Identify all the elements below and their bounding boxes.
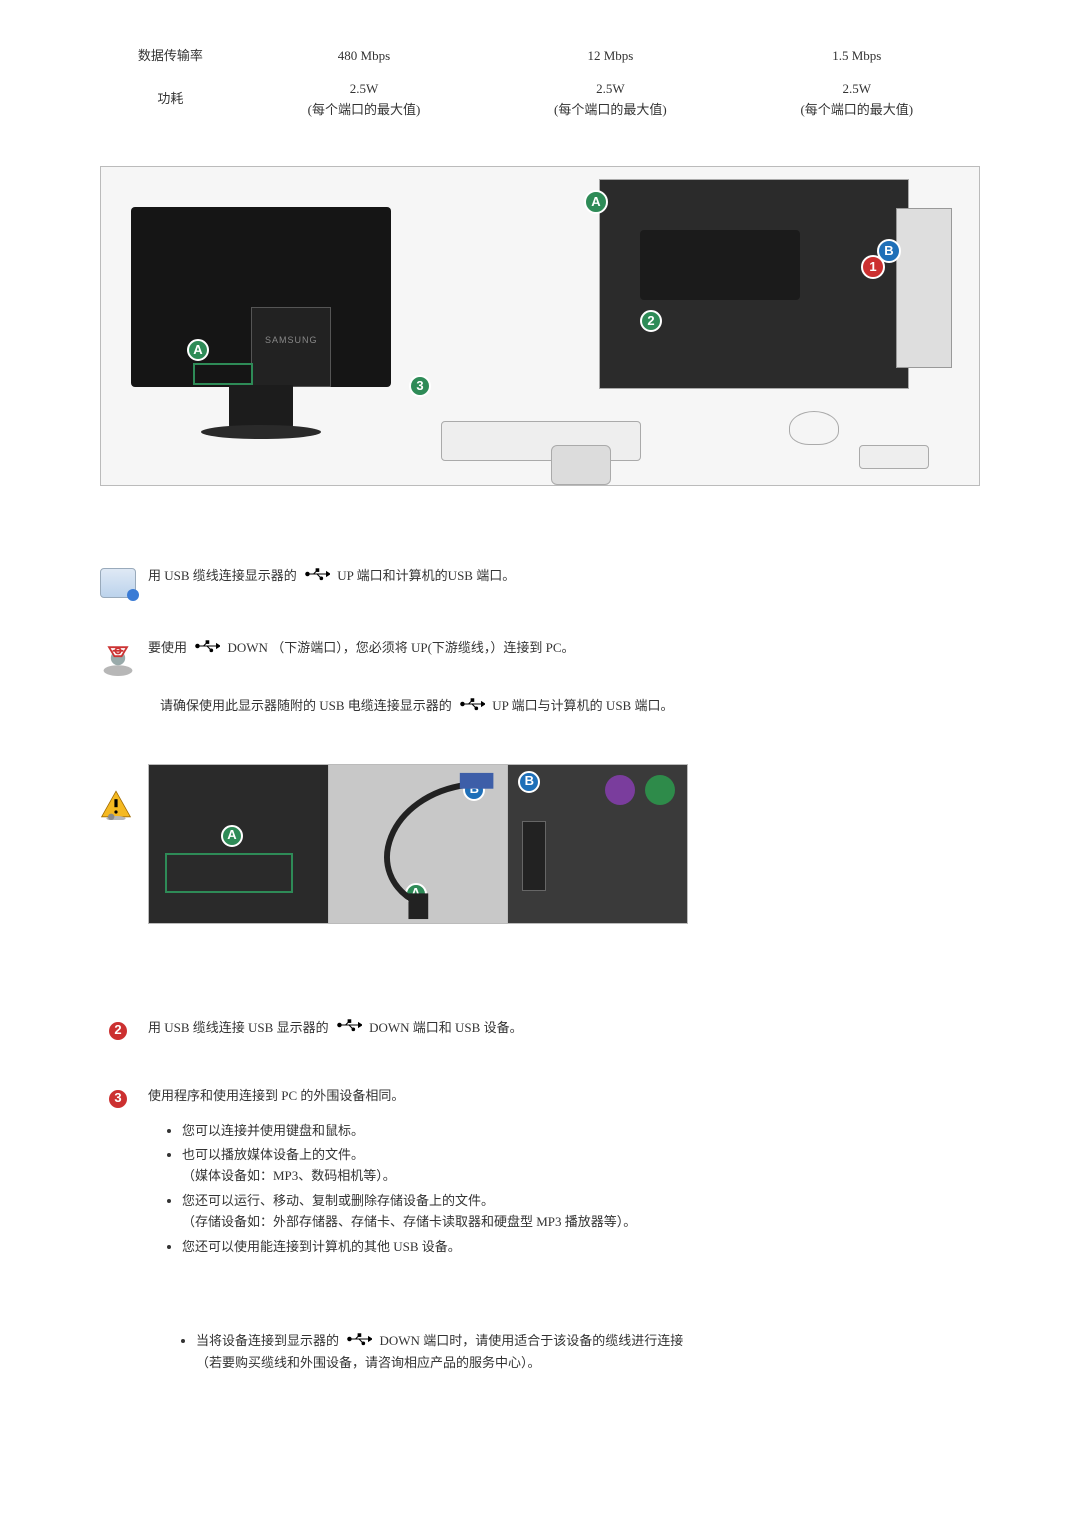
keyboard-illustration: [441, 421, 641, 461]
note-1-text: 要使用 DOWN （下游端口），您必须将 UP(下游缆线，）连接到 PC。: [148, 638, 980, 659]
badge-a-icon: A: [187, 339, 209, 361]
zoom-ports-area: [640, 230, 800, 300]
badge-2-icon: 2: [640, 310, 662, 332]
monitor-base: [201, 425, 321, 439]
photo-strip: A B A B: [148, 764, 688, 924]
usb-icon: [459, 697, 485, 718]
col2-power: 2.5W (每个端口的最大值): [487, 73, 733, 127]
dongle-illustration: [859, 445, 929, 469]
monitor-brand-label: SAMSUNG: [265, 333, 318, 347]
row-rate-header: 数据传输率: [100, 40, 241, 73]
usb-icon: [336, 1018, 362, 1039]
step-3-text: 使用程序和使用连接到 PC 的外围设备相同。 您可以连接并使用键盘和鼠标。 也可…: [148, 1086, 980, 1272]
warning-icon: [100, 786, 136, 824]
row-power-header: 功耗: [100, 73, 241, 127]
step-2-badge: 2: [100, 1018, 136, 1042]
monitor-port-highlight: A: [193, 363, 253, 385]
col3-power: 2.5W (每个端口的最大值): [734, 73, 980, 127]
camera-illustration: [551, 445, 611, 485]
note-2-text: 请确保使用此显示器随附的 USB 电缆连接显示器的 UP 端口与计算机的 USB…: [160, 696, 980, 717]
photo-pc-back: B: [508, 765, 687, 923]
list-item: 当将设备连接到显示器的 DOWN 端口时，请使用适合于该设备的缆线进行连接 （若…: [196, 1331, 980, 1373]
mouse-illustration: [789, 411, 839, 445]
badge-a-photo: A: [221, 825, 243, 847]
photo-usb-cable: B A: [329, 765, 509, 923]
usb-icon: [194, 639, 220, 660]
col2-rate: 12 Mbps: [487, 40, 733, 73]
badge-3-icon: 3: [409, 375, 431, 397]
list-item: 您还可以运行、移动、复制或删除存储设备上的文件。 （存储设备如：外部存储器、存储…: [182, 1191, 980, 1233]
final-note: 当将设备连接到显示器的 DOWN 端口时，请使用适合于该设备的缆线进行连接 （若…: [196, 1331, 980, 1373]
list-item: 也可以播放媒体设备上的文件。 （媒体设备如：MP3、数码相机等）。: [182, 1145, 980, 1187]
pc-tower-illustration: B 1: [896, 208, 952, 368]
usb-spec-table: 数据传输率 480 Mbps 12 Mbps 1.5 Mbps 功耗 2.5W …: [100, 40, 980, 126]
step-1-block: 用 USB 缆线连接显示器的 UP 端口和计算机的USB 端口。: [100, 566, 980, 598]
peripherals-area: 3: [401, 395, 959, 475]
col1-power: 2.5W (每个端口的最大值): [241, 73, 487, 127]
usb-icon: [304, 567, 330, 588]
photo-monitor-ports: A: [149, 765, 329, 923]
note-1-block: 要使用 DOWN （下游端口），您必须将 UP(下游缆线，）连接到 PC。: [100, 638, 980, 676]
usb-icon: [346, 1332, 372, 1353]
badge-b-photo2: B: [518, 771, 540, 793]
connection-diagram: SAMSUNG A A 2 B 1 3: [100, 166, 980, 486]
col3-rate: 1.5 Mbps: [734, 40, 980, 73]
step-3-block: 3 使用程序和使用连接到 PC 的外围设备相同。 您可以连接并使用键盘和鼠标。 …: [100, 1086, 980, 1272]
badge-1-icon: 1: [861, 255, 885, 279]
step-3-badge: 3: [100, 1086, 136, 1110]
step-2-text: 用 USB 缆线连接 USB 显示器的 DOWN 端口和 USB 设备。: [148, 1018, 980, 1039]
step-3-bullets: 您可以连接并使用键盘和鼠标。 也可以播放媒体设备上的文件。 （媒体设备如：MP3…: [182, 1121, 980, 1258]
list-item: 您可以连接并使用键盘和鼠标。: [182, 1121, 980, 1142]
step-1-text: 用 USB 缆线连接显示器的 UP 端口和计算机的USB 端口。: [148, 566, 980, 587]
note-person-icon: [100, 638, 136, 676]
col1-rate: 480 Mbps: [241, 40, 487, 73]
monitor-back-illustration: SAMSUNG A: [131, 207, 391, 387]
port-zoom-panel: A 2 B 1: [599, 179, 909, 389]
badge-a-zoom: A: [584, 190, 608, 214]
info-icon: [100, 566, 136, 598]
list-item: 您还可以使用能连接到计算机的其他 USB 设备。: [182, 1237, 980, 1258]
step-2-block: 2 用 USB 缆线连接 USB 显示器的 DOWN 端口和 USB 设备。: [100, 1018, 980, 1042]
